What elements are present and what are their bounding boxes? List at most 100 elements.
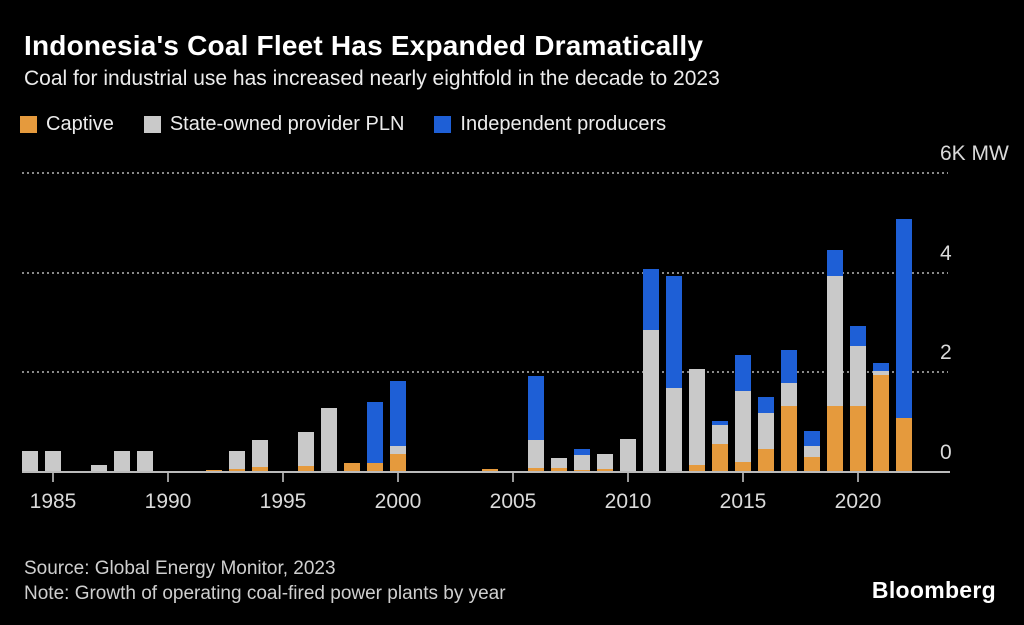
- bar-segment: [781, 349, 797, 383]
- x-tick-mark: [397, 473, 399, 482]
- x-tick-mark: [167, 473, 169, 482]
- x-tick-label: 1990: [144, 490, 192, 513]
- bar-segment: [574, 455, 590, 470]
- bar-segment: [528, 440, 544, 468]
- bar-segment: [551, 458, 567, 468]
- page-title: Indonesia's Coal Fleet Has Expanded Dram…: [24, 30, 704, 61]
- legend-item: State-owned provider PLN: [143, 113, 405, 136]
- bar-segment: [873, 370, 889, 375]
- bar-segment: [689, 465, 705, 472]
- bar-segment: [344, 463, 360, 472]
- bar-segment: [781, 405, 797, 472]
- x-tick-label: 1995: [259, 490, 307, 513]
- legend-swatch-icon: [20, 116, 37, 133]
- bar-segment: [666, 387, 682, 472]
- bar-segment: [367, 463, 383, 472]
- bar-segment: [643, 269, 659, 331]
- bar-segment: [252, 440, 268, 467]
- x-tick-mark: [52, 473, 54, 482]
- bar-segment: [873, 374, 889, 472]
- bar-segment: [827, 276, 843, 406]
- bloomberg-logo: Bloomberg: [871, 577, 996, 603]
- x-tick-label: 1985: [29, 490, 77, 513]
- bar-segment: [390, 380, 406, 447]
- x-axis-line: [22, 471, 950, 473]
- x-tick-mark: [512, 473, 514, 482]
- legend-swatch-icon: [143, 116, 161, 133]
- chart-subtitle: Coal for industrial use has increased ne…: [24, 67, 720, 90]
- bar-segment: [551, 468, 567, 472]
- bar-segment: [804, 457, 820, 472]
- bar-segment: [827, 250, 843, 277]
- chart-note: Note: Growth of operating coal-fired pow…: [24, 583, 506, 604]
- bar-segment: [367, 401, 383, 464]
- bar-segment: [758, 397, 774, 414]
- bar-segment: [229, 469, 245, 472]
- legend-label: Independent producers: [460, 113, 667, 135]
- bar-segment: [804, 431, 820, 447]
- bar-segment: [850, 346, 866, 406]
- bar-segment: [850, 326, 866, 347]
- x-tick-label: 2015: [719, 490, 767, 513]
- bar-segment: [666, 275, 682, 388]
- bar-segment: [229, 451, 245, 469]
- bar-segment: [390, 446, 406, 455]
- y-tick-label: 0: [940, 441, 952, 464]
- bar-segment: [574, 470, 590, 472]
- bar-segment: [896, 219, 912, 418]
- bar-segment: [758, 413, 774, 450]
- bar-segment: [252, 467, 268, 472]
- x-tick-label: 2000: [374, 490, 422, 513]
- bar-segment: [781, 382, 797, 406]
- x-tick-label: 2020: [834, 490, 882, 513]
- bar-segment: [597, 469, 613, 472]
- bar-segment: [712, 421, 728, 426]
- bar-segment: [45, 451, 61, 472]
- bar-segment: [643, 330, 659, 472]
- bar-segment: [91, 465, 107, 472]
- bar-segment: [850, 405, 866, 472]
- bar-segment: [482, 469, 498, 472]
- legend: Captive State-owned provider PLN Independe…: [20, 113, 666, 136]
- bar-segment: [804, 446, 820, 458]
- bar-segment: [137, 451, 153, 472]
- gridline: [22, 371, 948, 374]
- source-note: Source: Global Energy Monitor, 2023: [24, 558, 336, 579]
- legend-item: Captive: [20, 113, 114, 136]
- bar-segment: [689, 368, 705, 466]
- x-tick-label: 2010: [604, 490, 652, 513]
- bar-segment: [758, 449, 774, 472]
- bar-segment: [712, 425, 728, 445]
- bar-segment: [712, 444, 728, 472]
- bar-segment: [22, 451, 38, 472]
- bar-segment: [735, 354, 751, 391]
- x-tick-mark: [627, 473, 629, 482]
- legend-swatch-icon: [434, 116, 452, 133]
- bar-segment: [298, 432, 314, 466]
- bar-segment: [528, 375, 544, 441]
- bar-segment: [597, 454, 613, 469]
- bar-segment: [528, 468, 544, 472]
- x-tick-mark: [282, 473, 284, 482]
- gridline: [22, 271, 948, 274]
- bar-segment: [735, 390, 751, 463]
- bar-segment: [873, 362, 889, 371]
- bar-segment: [206, 470, 222, 472]
- bar-segment: [298, 466, 314, 472]
- gridline: [22, 172, 948, 174]
- y-tick-label: 2: [940, 341, 952, 365]
- bar-segment: [114, 451, 130, 472]
- y-tick-label: 4: [940, 241, 952, 265]
- x-tick-mark: [857, 473, 859, 482]
- bar-segment: [390, 454, 406, 472]
- x-tick-mark: [742, 473, 744, 482]
- bar-segment: [827, 405, 843, 472]
- x-tick-label: 2005: [489, 490, 537, 513]
- y-tick-label: 6K MW: [940, 142, 1009, 165]
- bar-segment: [321, 407, 337, 472]
- legend-item: Independent producers: [434, 113, 666, 136]
- legend-label: State-owned provider PLN: [169, 113, 405, 135]
- bar-segment: [620, 439, 636, 472]
